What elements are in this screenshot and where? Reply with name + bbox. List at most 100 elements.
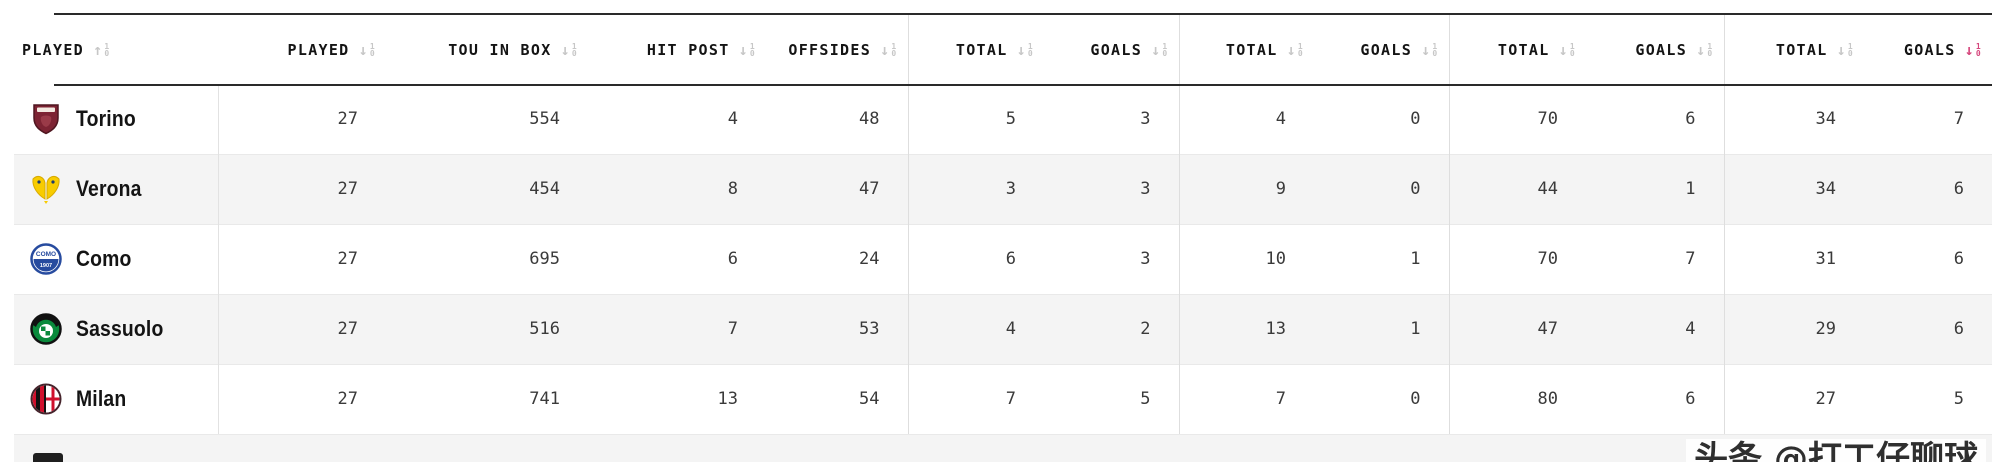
team-cell[interactable]: Sassuolo: [14, 293, 219, 364]
stat-cell: 0: [1314, 363, 1449, 434]
stat-cell: 6: [907, 223, 1044, 294]
team-name: Milan: [76, 386, 127, 412]
team-cell[interactable]: Verona: [14, 153, 219, 224]
stat-cell: 554: [529, 108, 560, 129]
sort-down-icon: ↓ 1 0: [1836, 40, 1854, 59]
sort-down-icon: ↓ 1 0: [1016, 40, 1034, 59]
stat-cell: 70: [1448, 223, 1586, 294]
stat-cell: 695: [386, 223, 588, 294]
stat-cell: 3: [1044, 223, 1179, 294]
sort-down-icon: ↓ 1 0: [358, 40, 376, 59]
sort-down-icon: ↓ 1 0: [560, 40, 578, 59]
stat-cell: 27: [218, 223, 386, 294]
team-cell[interactable]: Torino: [14, 84, 219, 154]
sort-down-icon: ↓ 1 0: [1151, 40, 1169, 59]
header-label: GOALS: [1635, 40, 1688, 59]
header-total-4[interactable]: TOTAL ↓ 1 0: [1723, 15, 1864, 84]
header-label: TOTAL: [1497, 40, 1550, 59]
stat-cell: 516: [386, 293, 588, 364]
sort-down-icon: ↓ 1 0: [1421, 40, 1439, 59]
stat-cell: 48: [859, 108, 880, 129]
stat-cell: 53: [766, 293, 908, 364]
stat-cell: 13: [588, 363, 766, 434]
header-label: TOU IN BOX: [448, 40, 552, 59]
stat-cell: 6: [1586, 363, 1724, 434]
team-row-verona: Verona 27 454 8 47 3 3 9 0 44 1 34 6: [14, 153, 1992, 224]
header-label: TOTAL: [1225, 40, 1278, 59]
stat-cell: 70: [1448, 84, 1586, 154]
stat-cell: 1: [1314, 293, 1449, 364]
header-label: TOTAL: [1775, 40, 1828, 59]
team-row-sassuolo: Sassuolo 27 516 7 53 4 2 13 1 47 4 29 6: [14, 293, 1992, 364]
header-label: GOALS: [1090, 40, 1143, 59]
verona-logo-icon: [32, 175, 60, 204]
stat-cell: 27: [218, 153, 386, 224]
team-row-milan: Milan 27 741 13 54 7 5 7 0 80 6 27 5: [14, 363, 1992, 434]
stat-cell: 3: [1140, 108, 1151, 129]
stat-cell: 10: [1178, 223, 1314, 294]
stat-cell: 34: [1723, 153, 1864, 224]
header-played-team[interactable]: PLAYED ↑ 1 0: [14, 15, 218, 84]
stat-cell: 24: [766, 223, 908, 294]
header-bottom-border: [54, 84, 1992, 86]
stat-cell: 3: [1044, 153, 1179, 224]
stat-cell: 9: [1178, 153, 1314, 224]
header-hit-post[interactable]: HIT POST ↓ 1 0: [588, 15, 766, 84]
stat-cell: 7: [1178, 363, 1314, 434]
stat-cell: 27: [218, 293, 386, 364]
table-top-border: [54, 13, 1992, 15]
como-logo-icon: COMO 1907: [30, 243, 62, 275]
sort-down-icon: ↓ 1 0: [880, 40, 898, 59]
sort-down-icon: ↓ 1 0: [738, 40, 756, 59]
stat-cell: 454: [386, 153, 588, 224]
header-offsides[interactable]: OFFSIDES ↓ 1 0: [766, 15, 908, 84]
stats-table: PLAYED ↑ 1 0 PLAYED ↓ 1 0 TOU IN BOX ↓ 1 0 HIT PO…: [14, 15, 1992, 434]
sort-down-icon: ↓ 1 0: [1286, 40, 1304, 59]
header-goals-2[interactable]: GOALS ↓ 1 0: [1314, 15, 1449, 84]
stat-cell: 27: [218, 363, 386, 434]
stat-cell: 6: [1864, 153, 1992, 224]
sort-up-icon: ↑ 1 0: [93, 40, 111, 59]
team-name: Como: [76, 246, 132, 271]
stat-cell: 44: [1448, 153, 1586, 224]
stat-cell: 4: [1178, 84, 1314, 154]
header-goals-4-active[interactable]: GOALS ↓ 1 0: [1864, 15, 1992, 84]
svg-text:COMO: COMO: [36, 251, 56, 258]
stat-cell: 3: [907, 153, 1044, 224]
svg-text:1907: 1907: [40, 263, 52, 269]
header-goals-3[interactable]: GOALS ↓ 1 0: [1586, 15, 1724, 84]
stat-cell: 5: [1864, 363, 1992, 434]
stat-cell: 0: [1410, 108, 1421, 129]
stat-cell: 5: [907, 84, 1044, 154]
stat-cell: 7: [1953, 108, 1964, 129]
header-total-2[interactable]: TOTAL ↓ 1 0: [1178, 15, 1314, 84]
header-label: HIT POST: [646, 40, 730, 59]
stat-cell: 4: [1586, 293, 1724, 364]
stat-cell: 29: [1723, 293, 1864, 364]
header-total-1[interactable]: TOTAL ↓ 1 0: [907, 15, 1044, 84]
team-name: Torino: [76, 105, 136, 131]
header-played[interactable]: PLAYED ↓ 1 0: [218, 15, 386, 84]
stat-cell: 6: [588, 223, 766, 294]
stat-cell: 4: [727, 108, 738, 129]
header-row: PLAYED ↑ 1 0 PLAYED ↓ 1 0 TOU IN BOX ↓ 1 0 HIT PO…: [14, 15, 1992, 84]
stat-cell: 34: [1723, 84, 1864, 154]
stat-cell: 80: [1448, 363, 1586, 434]
team-name: Verona: [76, 176, 142, 201]
next-team-logo-top: [33, 453, 63, 462]
stat-cell: 741: [386, 363, 588, 434]
header-label: PLAYED: [287, 40, 350, 59]
team-row-torino: Torino 27 554 4 48 5 3 4 0 70 6 34 7: [14, 84, 1992, 154]
team-cell[interactable]: Milan: [14, 363, 219, 434]
stat-cell: 7: [907, 363, 1044, 434]
milan-logo-icon: [30, 383, 62, 415]
stat-cell: 8: [588, 153, 766, 224]
header-goals-1[interactable]: GOALS ↓ 1 0: [1044, 15, 1179, 84]
stat-cell: 13: [1178, 293, 1314, 364]
header-tou-in-box[interactable]: TOU IN BOX ↓ 1 0: [386, 15, 588, 84]
sassuolo-logo-icon: [30, 313, 62, 345]
watermark: 头条 @打工仔聊球: [1686, 439, 1986, 462]
header-total-3[interactable]: TOTAL ↓ 1 0: [1448, 15, 1586, 84]
team-cell[interactable]: COMO 1907 Como: [14, 223, 219, 294]
stat-cell: 54: [766, 363, 908, 434]
